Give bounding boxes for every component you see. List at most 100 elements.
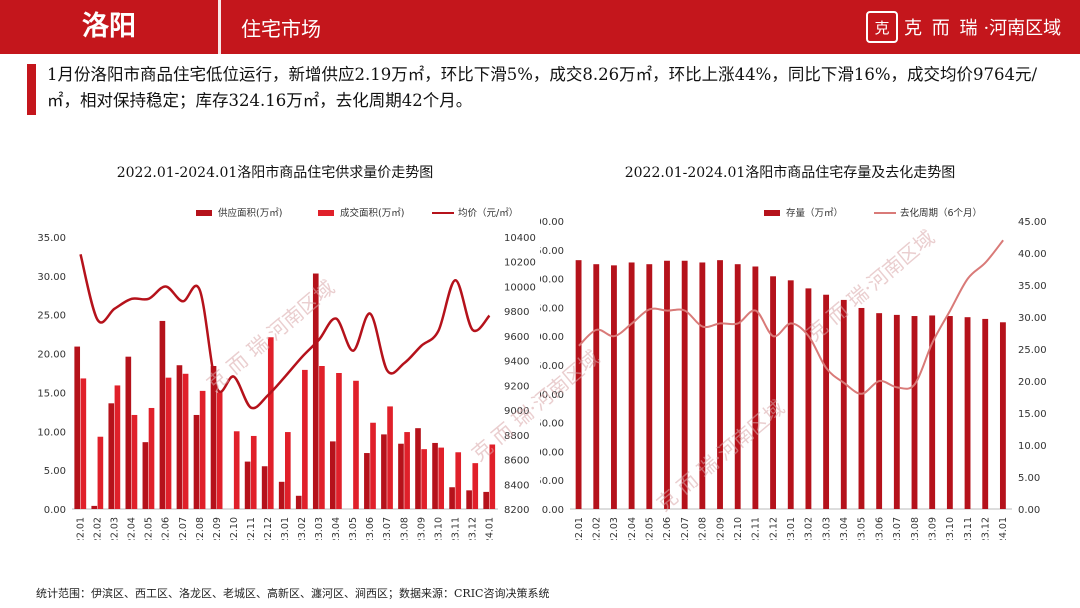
x-axis-tick-label: 22.01: [76, 517, 87, 540]
chart-bar: [628, 262, 635, 509]
left-axis-tick-label: 20.00: [37, 350, 66, 361]
legend-swatch: [764, 210, 780, 216]
chart-bar: [415, 428, 421, 509]
inventory-cycle-chart: 0.00 50.00 100.00 150.00 200.00 250.00 300.00 3…: [540, 207, 1047, 540]
brand-seal-icon: 克: [866, 11, 898, 43]
left-axis-tick-label: 30.00: [37, 272, 66, 283]
chart-bar: [421, 449, 427, 509]
chart-bar: [472, 463, 479, 509]
chart-bar: [858, 307, 865, 509]
chart-bar: [267, 337, 274, 509]
chart-bar: [302, 369, 308, 509]
legend-label: 供应面积(万㎡): [218, 207, 282, 219]
chart-bar: [108, 403, 115, 509]
header-bar: 洛阳 住宅市场 克 克 而 瑞 ·河南区域: [0, 0, 1080, 54]
x-axis-tick-label: 23.12: [467, 517, 478, 540]
left-axis-tick-label: 250.00: [540, 361, 564, 372]
chart-bar: [91, 505, 98, 509]
legend-swatch: [318, 210, 334, 216]
x-axis-tick-label: 23.04: [331, 517, 342, 540]
x-axis-tick-label: 22.03: [609, 517, 620, 540]
chart-bar: [244, 461, 251, 509]
chart-bar: [646, 264, 653, 509]
chart-bar: [165, 377, 172, 509]
chart-bar: [182, 373, 189, 509]
x-axis-tick-label: 23.07: [382, 517, 393, 540]
chart-bar: [787, 280, 794, 509]
left-axis-tick-label: 300.00: [540, 332, 564, 343]
chart-bar: [250, 435, 257, 509]
brand-logo: 克 克 而 瑞 ·河南区域: [866, 10, 1061, 44]
x-axis-tick-label: 23.08: [399, 517, 410, 540]
x-axis-tick-label: 22.05: [144, 517, 155, 540]
right-axis-tick-label: 20.00: [1018, 377, 1047, 388]
chart-bar: [199, 390, 206, 509]
legend-label: 成交面积(万㎡): [340, 207, 404, 219]
x-axis-tick-label: 22.11: [246, 517, 257, 540]
x-axis-tick-label: 22.02: [592, 517, 603, 540]
right-axis-tick-label: 8200: [504, 505, 529, 516]
x-axis-tick-label: 23.08: [910, 517, 921, 540]
x-axis-tick-label: 22.04: [127, 517, 138, 540]
right-axis-tick-label: 5.00: [1018, 473, 1040, 484]
x-axis-tick-label: 22.03: [110, 517, 121, 540]
x-axis-tick-label: 23.05: [348, 517, 359, 540]
x-axis-tick-label: 22.07: [178, 517, 189, 540]
chart-bar: [893, 314, 900, 509]
left-axis-tick-label: 5.00: [44, 466, 66, 477]
left-axis-tick-label: 200.00: [540, 390, 564, 401]
left-axis-tick-label: 35.00: [37, 233, 66, 244]
chart-bar: [483, 491, 489, 509]
x-axis-tick-label: 23.06: [365, 517, 376, 540]
right-chart-title: 2022.01-2024.01洛阳市商品住宅存量及去化走势图: [624, 165, 956, 181]
right-axis-tick-label: 9200: [504, 381, 529, 392]
right-axis-tick-label: 9800: [504, 307, 529, 318]
chart-bar: [699, 262, 706, 509]
legend-swatch: [196, 210, 212, 216]
chart-bar: [278, 481, 285, 509]
right-axis-tick-label: 9600: [504, 332, 529, 343]
chart-bar: [752, 266, 759, 509]
chart-bar: [353, 380, 359, 509]
city-title: 洛阳: [82, 11, 136, 42]
x-axis-tick-label: 23.11: [963, 517, 974, 540]
chart-bar: [946, 316, 953, 509]
right-axis-tick-label: 10000: [504, 282, 536, 293]
chart-bar: [734, 264, 741, 509]
chart-bar: [823, 294, 830, 509]
x-axis-tick-label: 23.01: [786, 517, 797, 540]
chart-bar: [432, 442, 438, 509]
chart-bar: [489, 444, 496, 509]
chart-bar: [387, 406, 393, 509]
chart-bar: [97, 436, 104, 509]
chart-bar: [142, 442, 149, 509]
right-axis-tick-label: 25.00: [1018, 345, 1047, 356]
right-axis-tick-label: 9400: [504, 357, 529, 368]
chart-bar: [840, 299, 847, 509]
x-axis-tick-label: 23.01: [280, 517, 291, 540]
x-axis-tick-label: 22.11: [751, 517, 762, 540]
x-axis-tick-label: 23.03: [821, 517, 832, 540]
chart-bar: [611, 265, 617, 509]
chart-bar: [364, 453, 370, 509]
x-axis-tick-label: 22.09: [212, 517, 223, 540]
right-axis-tick-label: 30.00: [1018, 313, 1047, 324]
chart-bar: [261, 466, 268, 509]
chart-bar: [593, 264, 600, 509]
chart-bar: [159, 320, 166, 509]
x-axis-tick-label: 22.08: [195, 517, 206, 540]
header-divider: [218, 0, 221, 54]
brand-region: ·河南区域: [983, 18, 1062, 39]
x-axis-tick-label: 24.01: [484, 517, 495, 540]
chart-bar: [193, 414, 200, 509]
chart-bar: [370, 422, 376, 509]
x-axis-tick-label: 22.09: [715, 517, 726, 540]
x-axis-tick-label: 22.02: [93, 517, 104, 540]
right-axis-tick-label: 10.00: [1018, 441, 1047, 452]
chart-bar: [216, 392, 223, 509]
x-axis-tick-label: 23.10: [945, 517, 956, 540]
left-axis-tick-label: 150.00: [540, 419, 564, 430]
chart-bar: [176, 365, 183, 509]
x-axis-tick-label: 23.12: [980, 517, 991, 540]
x-axis-tick-label: 22.12: [263, 517, 274, 540]
